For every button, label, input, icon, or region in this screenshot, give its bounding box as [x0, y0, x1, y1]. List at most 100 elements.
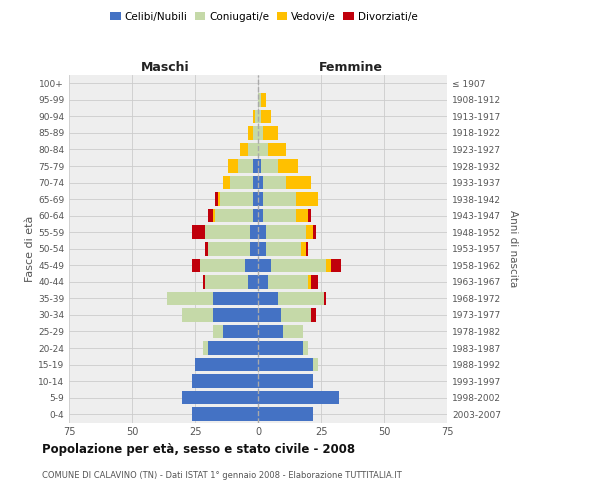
- Bar: [271, 258, 326, 272]
- Bar: [258, 192, 263, 206]
- Bar: [311, 308, 316, 322]
- Bar: [263, 126, 278, 140]
- Bar: [253, 110, 256, 123]
- Bar: [230, 176, 253, 190]
- Bar: [208, 209, 212, 222]
- Bar: [278, 159, 298, 173]
- Y-axis label: Anni di nascita: Anni di nascita: [508, 210, 518, 288]
- Bar: [258, 209, 263, 222]
- Bar: [212, 324, 223, 338]
- Bar: [205, 275, 248, 288]
- Bar: [258, 391, 338, 404]
- Bar: [258, 242, 266, 256]
- Bar: [203, 342, 208, 355]
- Bar: [220, 192, 253, 206]
- Bar: [241, 142, 248, 156]
- Bar: [193, 408, 258, 421]
- Bar: [218, 192, 220, 206]
- Bar: [256, 110, 258, 123]
- Bar: [308, 209, 311, 222]
- Bar: [253, 159, 258, 173]
- Bar: [331, 258, 341, 272]
- Text: Femmine: Femmine: [319, 61, 383, 74]
- Bar: [215, 209, 253, 222]
- Bar: [306, 226, 313, 239]
- Text: Popolazione per età, sesso e stato civile - 2008: Popolazione per età, sesso e stato civil…: [42, 442, 355, 456]
- Bar: [205, 242, 208, 256]
- Bar: [258, 126, 263, 140]
- Bar: [268, 275, 308, 288]
- Bar: [223, 324, 258, 338]
- Bar: [250, 226, 258, 239]
- Bar: [253, 176, 258, 190]
- Bar: [308, 275, 311, 288]
- Bar: [200, 258, 245, 272]
- Bar: [258, 142, 268, 156]
- Bar: [253, 126, 258, 140]
- Bar: [182, 391, 258, 404]
- Bar: [258, 408, 313, 421]
- Bar: [258, 358, 313, 372]
- Bar: [266, 226, 306, 239]
- Bar: [260, 110, 271, 123]
- Bar: [248, 275, 258, 288]
- Bar: [195, 358, 258, 372]
- Bar: [323, 292, 326, 305]
- Bar: [263, 176, 286, 190]
- Bar: [283, 324, 304, 338]
- Bar: [253, 192, 258, 206]
- Bar: [258, 93, 260, 106]
- Y-axis label: Fasce di età: Fasce di età: [25, 216, 35, 282]
- Bar: [258, 374, 313, 388]
- Bar: [258, 275, 268, 288]
- Bar: [215, 192, 218, 206]
- Bar: [278, 292, 323, 305]
- Bar: [193, 374, 258, 388]
- Bar: [258, 258, 271, 272]
- Bar: [208, 242, 250, 256]
- Bar: [313, 226, 316, 239]
- Bar: [263, 192, 296, 206]
- Bar: [313, 358, 319, 372]
- Bar: [258, 176, 263, 190]
- Bar: [258, 226, 266, 239]
- Bar: [212, 209, 215, 222]
- Bar: [286, 176, 311, 190]
- Bar: [304, 342, 308, 355]
- Bar: [167, 292, 212, 305]
- Bar: [212, 308, 258, 322]
- Bar: [258, 110, 260, 123]
- Bar: [223, 176, 230, 190]
- Bar: [260, 159, 278, 173]
- Text: COMUNE DI CALAVINO (TN) - Dati ISTAT 1° gennaio 2008 - Elaborazione TUTTITALIA.I: COMUNE DI CALAVINO (TN) - Dati ISTAT 1° …: [42, 471, 402, 480]
- Bar: [326, 258, 331, 272]
- Bar: [248, 126, 253, 140]
- Bar: [238, 159, 253, 173]
- Bar: [258, 292, 278, 305]
- Bar: [266, 242, 301, 256]
- Bar: [263, 209, 296, 222]
- Bar: [258, 342, 304, 355]
- Bar: [228, 159, 238, 173]
- Bar: [182, 308, 212, 322]
- Bar: [258, 308, 281, 322]
- Bar: [268, 142, 286, 156]
- Bar: [193, 226, 205, 239]
- Bar: [250, 242, 258, 256]
- Bar: [311, 275, 319, 288]
- Legend: Celibi/Nubili, Coniugati/e, Vedovi/e, Divorziati/e: Celibi/Nubili, Coniugati/e, Vedovi/e, Di…: [106, 8, 422, 26]
- Bar: [208, 342, 258, 355]
- Bar: [260, 93, 266, 106]
- Bar: [306, 242, 308, 256]
- Bar: [253, 209, 258, 222]
- Bar: [205, 226, 250, 239]
- Bar: [281, 308, 311, 322]
- Bar: [296, 209, 308, 222]
- Bar: [248, 142, 258, 156]
- Bar: [258, 159, 260, 173]
- Bar: [296, 192, 319, 206]
- Text: Maschi: Maschi: [140, 61, 189, 74]
- Bar: [245, 258, 258, 272]
- Bar: [258, 324, 283, 338]
- Bar: [203, 275, 205, 288]
